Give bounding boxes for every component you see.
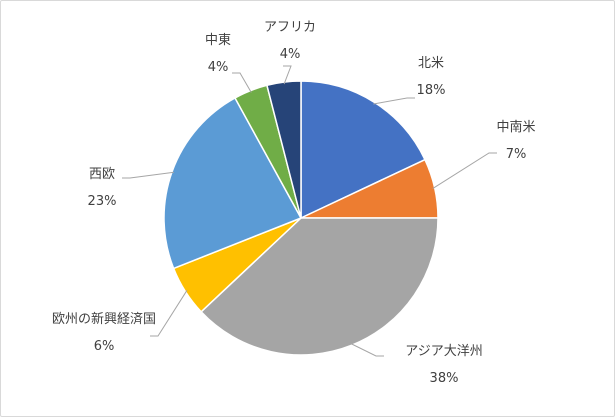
slice-label-アジア大洋州: アジア大洋州	[405, 344, 482, 359]
slice-label-欧州の新興経済国: 欧州の新興経済国	[52, 311, 156, 327]
slice-value-アジア大洋州: 38%	[430, 371, 459, 386]
slice-value-西欧: 23%	[88, 194, 117, 209]
leader-line-アフリカ	[283, 65, 292, 85]
pie-slice-アフリカ	[266, 80, 302, 219]
slice-label-北米: 北米	[418, 56, 444, 71]
leader-line-西欧	[122, 171, 175, 179]
slice-value-北米: 18%	[417, 83, 446, 98]
slice-value-中南米: 7%	[506, 147, 527, 162]
slice-value-中東: 4%	[208, 60, 229, 75]
leader-line-北米	[373, 97, 415, 105]
leader-lines	[122, 65, 497, 357]
leader-line-中東	[232, 72, 252, 93]
leader-line-欧州の新興経済国	[150, 290, 188, 337]
pie-slice-北米	[300, 80, 426, 220]
pie-slice-西欧	[163, 96, 303, 270]
pie-slice-アジア大洋州	[200, 217, 439, 356]
slice-labels: 北米 18% 中南米 7% アジア大洋州 38% 欧州の新興経済国 6% 西欧 …	[52, 20, 536, 386]
pie-slices	[163, 80, 439, 356]
leader-line-アジア大洋州	[350, 343, 384, 357]
slice-value-アフリカ: 4%	[280, 47, 301, 62]
slice-label-中南米: 中南米	[496, 119, 535, 135]
slice-label-中東: 中東	[205, 32, 231, 48]
leader-line-中南米	[432, 152, 497, 190]
slice-value-欧州の新興経済国: 6%	[94, 339, 115, 354]
slice-label-アフリカ: アフリカ	[264, 20, 316, 35]
slice-label-西欧: 西欧	[89, 167, 115, 182]
